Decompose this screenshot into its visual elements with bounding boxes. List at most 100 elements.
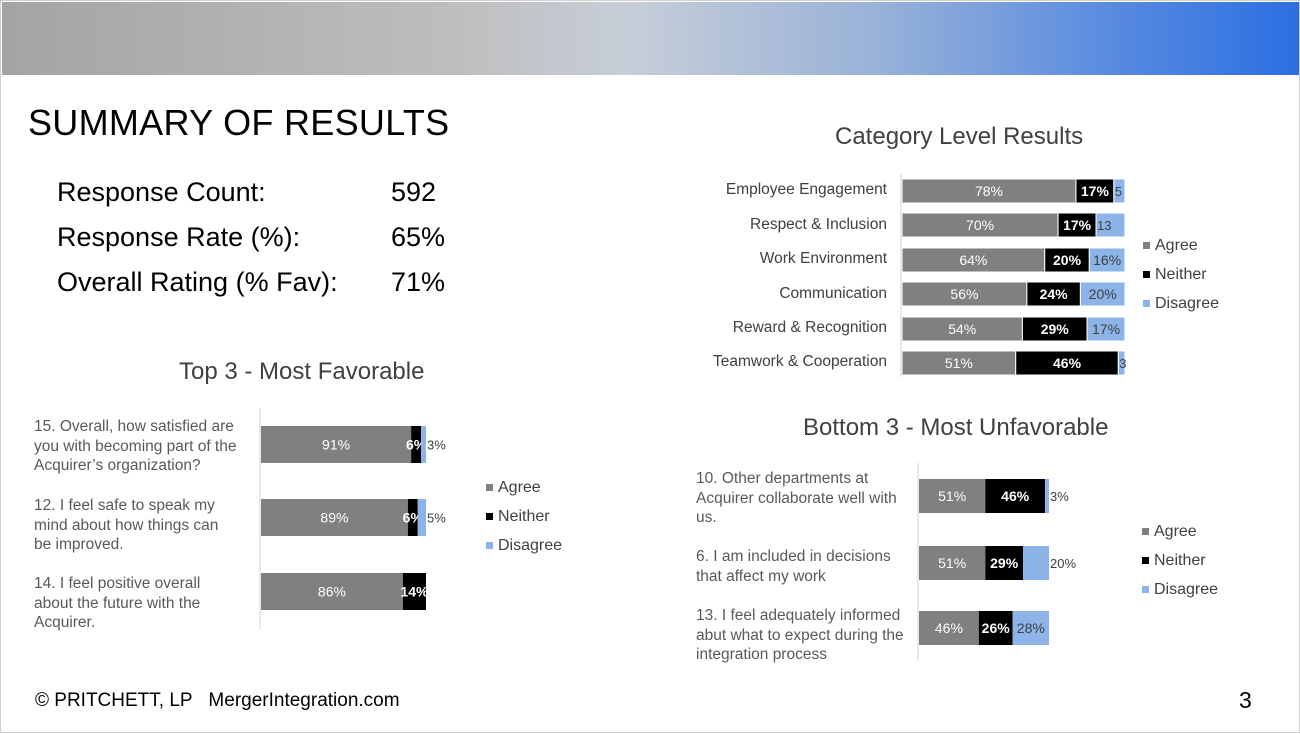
bottom3-bar-agree-3 xyxy=(919,611,979,645)
legend-item-disagree: Disagree xyxy=(486,537,562,555)
category-bar-agree-6 xyxy=(901,350,1017,376)
category-data-label-disagree-4: 20% xyxy=(1089,286,1117,302)
overall-rating-value: 71% xyxy=(391,267,446,297)
bottom3-bar-disagree-1 xyxy=(1045,479,1049,513)
top3-bar-agree-1 xyxy=(261,426,412,463)
bottom3-bar-neither-2 xyxy=(985,546,1023,580)
bottom3-data-label-neither-3: 26% xyxy=(982,620,1011,636)
category-bar-neither-3 xyxy=(1044,247,1090,273)
top3-bar-neither-3 xyxy=(402,573,426,610)
top3-category-label-1: 15. Overall, how satisfied are you with … xyxy=(34,418,237,474)
category-data-label-disagree-5: 17% xyxy=(1092,321,1120,337)
category-data-label-agree-5: 54% xyxy=(948,321,976,337)
legend-item-neither: Neither xyxy=(1143,266,1207,284)
category-bar-disagree-4 xyxy=(1079,281,1126,307)
category-bar-agree-2 xyxy=(901,212,1059,238)
bottom3-bar-agree-1 xyxy=(919,479,986,513)
category-chart-title: Category Level Results xyxy=(835,123,1084,150)
bottom3-bar-neither-3 xyxy=(978,611,1013,645)
bottom3-bar-agree-2 xyxy=(919,546,986,580)
category-data-label-agree-4: 56% xyxy=(950,286,978,302)
bottom3-data-label-agree-2: 51% xyxy=(938,555,966,571)
category-bar-disagree-5 xyxy=(1086,316,1126,342)
category-bar-disagree-3 xyxy=(1088,247,1126,273)
response-rate-label: Response Rate (%): xyxy=(57,222,301,252)
top3-data-label-disagree-1: 3% xyxy=(427,438,446,453)
top3-bar-agree-3 xyxy=(261,573,403,610)
top3-category-label-3: 14. I feel positive overall about the fu… xyxy=(34,575,201,631)
bottom3-data-label-neither-1: 46% xyxy=(1001,488,1030,504)
footer-site: MergerIntegration.com xyxy=(208,690,400,711)
bottom3-data-label-agree-1: 51% xyxy=(938,488,966,504)
legend-swatch-agree xyxy=(486,484,493,492)
legend-item-disagree: Disagree xyxy=(1143,295,1219,313)
category-bar-disagree-2 xyxy=(1095,212,1126,238)
top3-data-label-agree-1: 91% xyxy=(322,437,350,453)
bottom3-data-label-disagree-1: 3% xyxy=(1050,489,1069,504)
bottom3-category-label-1: 10. Other departments at Acquirer collab… xyxy=(696,470,897,526)
legend-swatch-neither xyxy=(486,513,493,521)
legend-item-neither: Neither xyxy=(486,508,550,526)
category-data-label-neither-1: 17% xyxy=(1081,183,1110,199)
bottom3-chart-title: Bottom 3 - Most Unfavorable xyxy=(803,414,1109,441)
bottom3-bar-neither-1 xyxy=(985,479,1046,513)
category-data-label-disagree-6: 3 xyxy=(1119,356,1126,371)
category-data-label-agree-1: 78% xyxy=(975,183,1003,199)
legend-swatch-disagree xyxy=(486,542,493,550)
category-bar-neither-1 xyxy=(1075,178,1115,204)
category-data-label-disagree-2: 13 xyxy=(1097,218,1111,233)
category-bar-agree-5 xyxy=(901,316,1023,342)
category-bar-disagree-6 xyxy=(1117,350,1126,376)
category-label-4: Communication xyxy=(779,285,887,302)
category-label-6: Teamwork & Cooperation xyxy=(712,353,887,370)
header-banner xyxy=(2,2,1299,75)
category-data-label-neither-6: 46% xyxy=(1053,355,1082,371)
category-data-label-agree-3: 64% xyxy=(959,252,987,268)
bottom3-data-label-agree-3: 46% xyxy=(935,620,963,636)
top3-chart-title: Top 3 - Most Favorable xyxy=(179,358,425,385)
category-data-label-agree-6: 51% xyxy=(945,355,973,371)
legend-item-agree: Agree xyxy=(1142,523,1197,541)
legend-item-agree: Agree xyxy=(1143,237,1198,255)
top3-data-label-neither-3: 14% xyxy=(400,584,429,600)
category-data-label-disagree-3: 16% xyxy=(1093,252,1121,268)
top3-bar-neither-1 xyxy=(411,426,422,463)
response-rate-value: 65% xyxy=(391,222,446,252)
top3-data-label-agree-2: 89% xyxy=(320,510,348,526)
legend-swatch-disagree xyxy=(1142,586,1149,594)
footer: © PRITCHETT, LP MergerIntegration.com xyxy=(35,690,400,712)
top3-bar-agree-2 xyxy=(261,499,408,536)
legend-swatch-disagree xyxy=(1143,300,1150,308)
category-label-1: Employee Engagement xyxy=(725,181,887,198)
category-bar-disagree-1 xyxy=(1113,178,1126,204)
page-number: 3 xyxy=(1239,687,1252,713)
bottom3-category-label-2: 6. I am included in decisions that affec… xyxy=(696,548,891,585)
category-bar-neither-2 xyxy=(1057,212,1097,238)
category-bar-neither-6 xyxy=(1015,350,1119,376)
bottom3-data-label-disagree-3: 28% xyxy=(1017,620,1045,636)
footer-copyright: © PRITCHETT, LP xyxy=(35,690,193,711)
legend-swatch-neither xyxy=(1142,557,1149,565)
bottom3-data-label-disagree-2: 20% xyxy=(1050,556,1076,571)
category-data-label-neither-2: 17% xyxy=(1063,217,1092,233)
bottom3-bar-disagree-3 xyxy=(1012,611,1049,645)
legend-swatch-neither xyxy=(1143,271,1150,279)
legend-item-neither: Neither xyxy=(1142,552,1206,570)
category-bar-agree-3 xyxy=(901,247,1046,273)
category-bar-neither-4 xyxy=(1026,281,1081,307)
page-title: SUMMARY OF RESULTS xyxy=(28,102,450,143)
category-data-label-neither-4: 24% xyxy=(1040,286,1069,302)
category-data-label-neither-3: 20% xyxy=(1053,252,1082,268)
category-data-label-neither-5: 29% xyxy=(1041,321,1070,337)
legend-item-agree: Agree xyxy=(486,479,541,497)
legend-swatch-agree xyxy=(1143,242,1150,250)
top3-category-label-2: 12. I feel safe to speak my mind about h… xyxy=(34,497,219,553)
top3-data-label-disagree-2: 5% xyxy=(427,511,446,526)
category-label-3: Work Environment xyxy=(759,250,887,267)
category-data-label-agree-2: 70% xyxy=(966,217,994,233)
legend-swatch-agree xyxy=(1142,528,1149,536)
top3-bar-disagree-2 xyxy=(417,499,426,536)
category-label-2: Respect & Inclusion xyxy=(750,216,887,233)
